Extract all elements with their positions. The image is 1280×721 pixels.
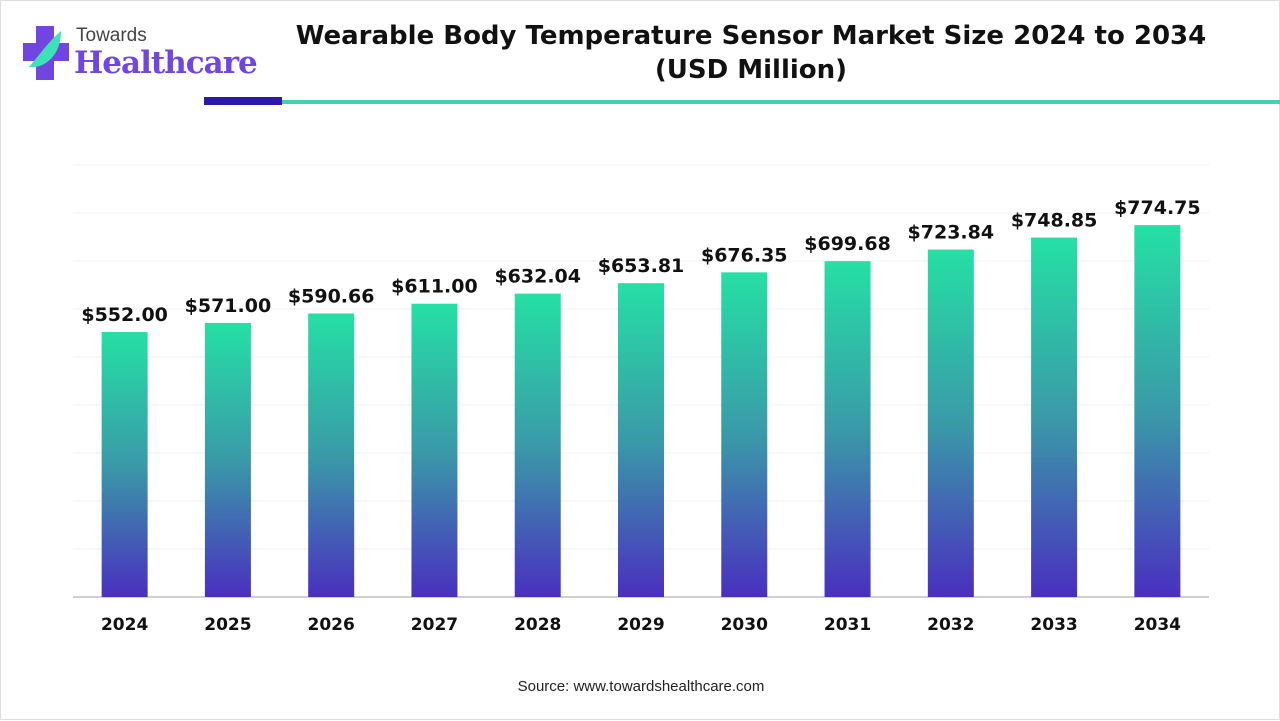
x-tick-label-2033: 2033 (1030, 615, 1077, 635)
data-label-2028: $632.04 (494, 266, 581, 288)
data-label-2027: $611.00 (391, 276, 478, 298)
x-tick-label-2029: 2029 (617, 615, 664, 635)
data-label-2030: $676.35 (701, 244, 788, 266)
bar-2025 (204, 322, 251, 597)
logo-text-healthcare: Healthcare (74, 45, 258, 81)
bar-2029 (618, 283, 664, 597)
bar-2030 (721, 272, 768, 597)
x-tick-label-2034: 2034 (1134, 615, 1181, 635)
x-tick-label-2026: 2026 (308, 615, 355, 635)
medical-cross-leaf-icon (23, 26, 69, 80)
title-line-2: (USD Million) (654, 55, 848, 85)
data-label-2025: $571.00 (185, 295, 272, 317)
x-tick-label-2030: 2030 (721, 615, 768, 635)
title-line-1: Wearable Body Temperature Sensor Market … (295, 21, 1207, 51)
data-label-2026: $590.66 (288, 285, 375, 307)
data-label-2029: $653.81 (598, 255, 685, 277)
header-accent-dark (204, 97, 282, 105)
bar-2031 (824, 261, 871, 597)
source-note: Source: www.towardshealthcare.com (517, 678, 765, 695)
bar-2034 (1134, 225, 1181, 597)
logo-text-towards: Towards (76, 25, 147, 46)
bar-2028 (514, 293, 561, 597)
x-tick-label-2025: 2025 (204, 615, 251, 635)
header-accent-teal (282, 100, 1280, 104)
x-tick-label-2027: 2027 (411, 615, 458, 635)
chart-title: Wearable Body Temperature Sensor Market … (291, 19, 1211, 87)
bar-2032 (927, 249, 974, 597)
x-tick-label-2028: 2028 (514, 615, 561, 635)
bar-2027 (411, 303, 458, 597)
bar-2026 (308, 313, 355, 597)
data-label-2031: $699.68 (804, 233, 891, 255)
x-tick-label-2024: 2024 (101, 615, 148, 635)
bar-2024 (101, 332, 148, 597)
data-label-2034: $774.75 (1114, 197, 1201, 219)
data-label-2033: $748.85 (1011, 210, 1098, 232)
logo: Towards Healthcare (21, 23, 258, 83)
data-label-2024: $552.00 (81, 304, 168, 326)
data-label-2032: $723.84 (908, 222, 995, 244)
bar-2033 (1031, 237, 1078, 597)
x-tick-label-2031: 2031 (824, 615, 871, 635)
x-tick-label-2032: 2032 (927, 615, 974, 635)
